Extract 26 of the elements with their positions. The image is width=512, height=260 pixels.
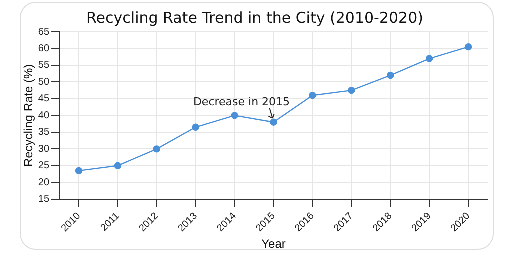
y-tick-label: 35 — [38, 127, 50, 138]
y-tick-label: 30 — [38, 144, 50, 155]
y-tick-label: 40 — [38, 110, 50, 122]
y-tick-label: 60 — [38, 43, 50, 54]
x-axis-title: Year — [262, 237, 286, 252]
point — [387, 72, 394, 80]
y-tick-label: 65 — [38, 26, 50, 38]
point — [348, 86, 356, 94]
point — [270, 118, 278, 126]
y-tick-label: 55 — [38, 60, 50, 72]
point — [192, 124, 200, 132]
point — [114, 162, 122, 170]
chart-title: Recycling Rate Trend in the City (2010-2020) — [86, 8, 424, 27]
y-tick-label: 15 — [38, 194, 50, 206]
y-tick-label: 50 — [38, 76, 50, 88]
annotation: Decrease in 2015 — [193, 96, 290, 109]
y-tick-label: 20 — [38, 177, 50, 188]
y-axis-title: Recycling Rate (%) — [22, 64, 36, 168]
point — [464, 43, 472, 51]
point — [309, 92, 316, 100]
point — [231, 112, 238, 120]
y-tick-label: 45 — [38, 94, 50, 105]
point — [153, 146, 161, 153]
y-tick-label: 25 — [38, 160, 50, 172]
point — [426, 55, 434, 62]
point — [75, 167, 83, 175]
